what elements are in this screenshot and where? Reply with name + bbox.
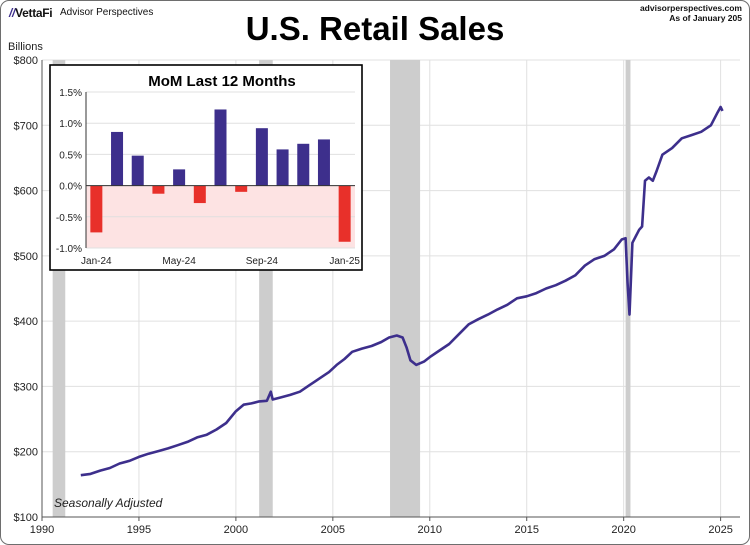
x-tick-label: 2015 [514,524,538,536]
inset-bar [193,185,206,204]
inset-x-tick-label: Jan-25 [329,256,360,267]
y-tick-label: $100 [14,512,38,524]
seasonally-adjusted-note: Seasonally Adjusted [54,496,163,510]
inset-bar [338,185,351,242]
inset-y-tick-label: 1.0% [59,119,82,130]
as-of-date: As of January 205 [669,13,742,23]
y-tick-label: $300 [14,381,38,393]
y-axis-label: Billions [8,41,43,53]
inset-bar [173,169,186,186]
x-tick-label: 1990 [30,524,54,536]
inset-bar [90,185,103,233]
inset-bar [214,109,227,186]
y-tick-label: $200 [14,447,38,459]
vettafi-logo: //VettaFi [9,6,53,20]
y-tick-label: $500 [14,251,38,263]
page-title: U.S. Retail Sales [245,10,505,47]
x-tick-label: 2020 [611,524,635,536]
inset-bar [111,131,124,186]
inset-y-tick-label: 0.5% [59,150,82,161]
y-tick-label: $700 [14,120,38,132]
x-tick-label: 2025 [708,524,732,536]
inset-x-tick-label: Sep-24 [246,256,279,267]
inset-bar [317,139,330,186]
x-tick-label: 1995 [127,524,151,536]
x-tick-label: 2010 [418,524,442,536]
inset-x-tick-label: Jan-24 [81,256,112,267]
x-tick-label: 2005 [321,524,345,536]
logo-subtitle: Advisor Perspectives [60,7,154,18]
inset-bar [255,128,268,186]
inset-bar [235,185,248,192]
inset-bar [297,143,310,186]
y-tick-label: $600 [14,186,38,198]
inset-y-tick-label: -0.5% [56,213,82,224]
x-tick-label: 2000 [224,524,248,536]
inset-bar [131,155,144,186]
retail-sales-line [80,105,724,477]
recession-band [390,60,421,517]
inset-bar [276,149,289,186]
inset-x-tick-label: May-24 [162,256,196,267]
inset-y-tick-label: 0.0% [59,182,82,193]
inset-y-tick-label: 1.5% [59,88,82,99]
y-tick-label: $400 [14,316,38,328]
y-tick-label: $800 [14,55,38,67]
inset-title: MoM Last 12 Months [148,73,296,90]
source-info: advisorperspectives.com As of January 20… [640,3,742,23]
source-url: advisorperspectives.com [639,3,742,13]
inset-y-tick-label: -1.0% [56,244,82,255]
inset-bar [152,185,165,194]
mom-inset-chart: MoM Last 12 Months 1.5% 1.0% 0.5% 0.0% -0.5% -… [49,64,363,271]
